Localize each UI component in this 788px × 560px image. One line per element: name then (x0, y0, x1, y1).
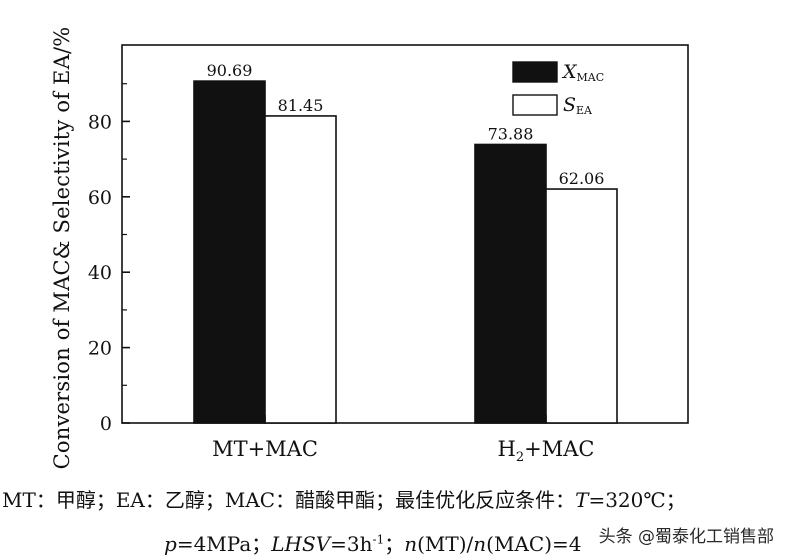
caption-var-n: n (404, 532, 418, 556)
caption-var-lhsv: LHSV (271, 532, 331, 556)
caption-text: ； (384, 532, 405, 556)
caption-var-t: T (575, 488, 589, 512)
caption-line-1: MT：甲醇；EA：乙醇；MAC：醋酸甲酯；最佳优化反应条件：T=320℃； (2, 484, 686, 513)
caption-line-2: p=4MPa；LHSV=3h-1；n(MT)/n(MAC)=4 (164, 528, 581, 557)
caption-text: =4MPa； (176, 532, 272, 556)
bar-data-label: 62.06 (559, 169, 605, 188)
caption-superscript: -1 (372, 532, 385, 547)
y-tick-label: 0 (100, 413, 112, 435)
legend-label: SEA (563, 94, 593, 117)
y-axis-ticks: 0 20 40 60 80 (88, 83, 130, 435)
legend-label: XMAC (561, 61, 604, 84)
caption-text: =320℃； (588, 488, 686, 512)
bar-data-label: 81.45 (278, 96, 324, 115)
bar-data-label: 90.69 (207, 61, 253, 80)
legend-swatch (512, 94, 558, 116)
legend-swatch (512, 61, 558, 83)
bar-data-label: 73.88 (488, 124, 534, 143)
legend: XMAC SEA (512, 61, 604, 117)
y-tick-label: 80 (88, 111, 112, 133)
x-category-label: MT+MAC (212, 437, 318, 461)
bar-S_EA-0 (264, 115, 337, 424)
caption-var-p: p (164, 532, 177, 556)
caption-var-n: n (473, 532, 487, 556)
bar-X_MAC-0 (193, 80, 266, 424)
x-category-label: H2+MAC (498, 437, 595, 465)
x-axis-categories: MT+MAC H2+MAC (212, 437, 594, 465)
y-tick-label: 40 (88, 262, 112, 284)
bars-group: 90.69 81.45 73.88 62.06 (193, 61, 618, 424)
bar-X_MAC-1 (474, 143, 547, 424)
caption-text: =3h (330, 532, 373, 556)
bar-chart: 90.69 81.45 73.88 62.06 0 20 40 60 80 MT+MAC H2+… (88, 44, 689, 465)
watermark-text: 头条 @蜀泰化工销售部 (598, 527, 774, 547)
caption-text: (MAC)=4 (486, 532, 582, 556)
y-axis-label: Conversion of MAC& Selectivity of EA/% (50, 26, 74, 470)
caption-text: (MT)/ (417, 532, 474, 556)
caption-text: MT：甲醇；EA：乙醇；MAC：醋酸甲酯；最佳优化反应条件： (2, 488, 576, 512)
y-tick-label: 20 (88, 338, 112, 360)
y-tick-label: 60 (88, 187, 112, 209)
bar-S_EA-1 (545, 188, 618, 424)
